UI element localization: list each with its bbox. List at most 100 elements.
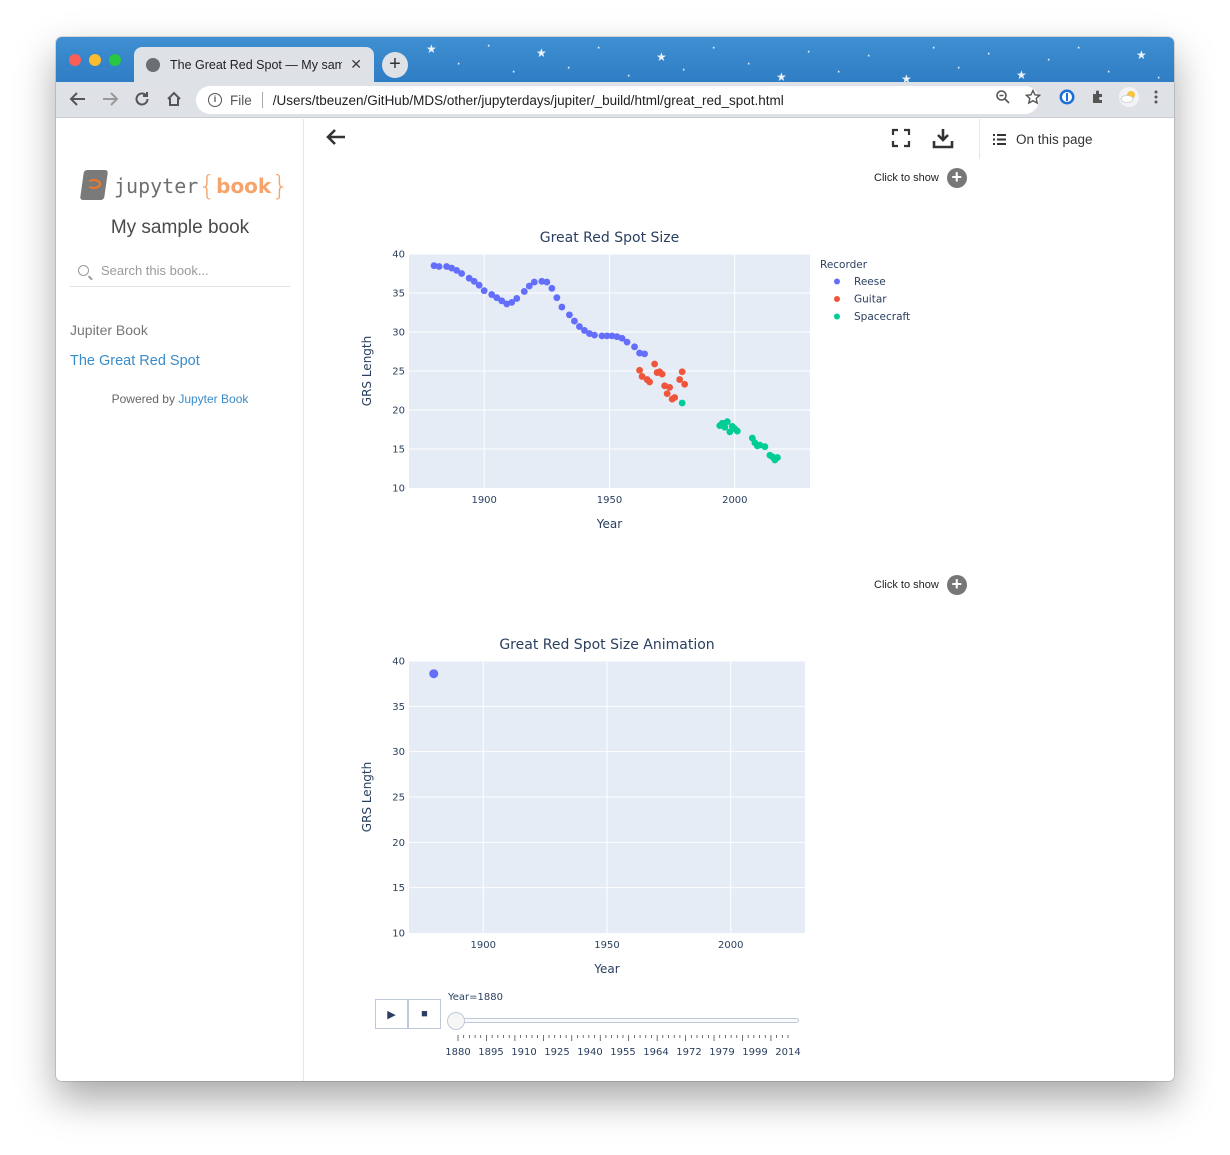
legend-marker[interactable] xyxy=(834,313,840,320)
zoom-window-button[interactable] xyxy=(109,54,121,66)
legend-marker[interactable] xyxy=(834,296,840,302)
year-slider-track[interactable] xyxy=(454,1018,799,1023)
click-to-show-toggle-1[interactable]: Click to show + xyxy=(874,168,967,188)
data-point[interactable] xyxy=(636,349,643,357)
data-point[interactable] xyxy=(430,262,438,270)
legend-entry[interactable]: Spacecraft xyxy=(854,311,910,323)
grs-size-chart[interactable]: Great Red Spot Size 10 15 20 25 30 35 40 1900 195… xyxy=(344,219,964,559)
data-point[interactable] xyxy=(498,297,506,305)
data-point[interactable] xyxy=(631,343,638,351)
data-point[interactable] xyxy=(538,277,546,285)
data-point[interactable] xyxy=(548,284,556,292)
play-button[interactable]: ▶ xyxy=(375,999,408,1029)
jupyter-book-logo[interactable]: jupyter { book } xyxy=(78,169,289,202)
data-point[interactable] xyxy=(638,373,646,380)
data-point[interactable] xyxy=(678,368,686,376)
slider-step-label[interactable]: 1910 xyxy=(511,1047,536,1058)
data-point[interactable] xyxy=(681,380,689,388)
back-arrow-icon[interactable] xyxy=(68,90,88,110)
slider-step-label[interactable]: 2014 xyxy=(775,1047,800,1058)
on-this-page-button[interactable]: On this page xyxy=(979,119,1174,159)
bookmark-star-icon[interactable] xyxy=(1025,89,1041,105)
new-tab-button[interactable]: + xyxy=(382,52,408,78)
password-manager-icon[interactable] xyxy=(1058,88,1076,106)
data-point[interactable] xyxy=(475,281,483,289)
data-point[interactable] xyxy=(581,327,588,334)
search-input[interactable] xyxy=(101,263,281,278)
download-icon[interactable] xyxy=(932,127,954,149)
nav-link-great-red-spot[interactable]: The Great Red Spot xyxy=(70,353,200,369)
zoom-icon[interactable] xyxy=(995,89,1011,105)
data-point[interactable] xyxy=(480,287,488,295)
slider-step-label[interactable]: 1972 xyxy=(676,1047,701,1058)
slider-step-label[interactable]: 1964 xyxy=(643,1047,668,1058)
data-point[interactable] xyxy=(623,338,631,346)
data-point[interactable] xyxy=(651,360,659,368)
data-point[interactable] xyxy=(435,263,443,270)
data-point[interactable] xyxy=(576,323,583,330)
menu-dots-icon[interactable] xyxy=(1153,89,1159,105)
legend-entry[interactable]: Reese xyxy=(854,276,886,288)
data-point[interactable] xyxy=(666,383,674,391)
legend-marker[interactable] xyxy=(834,278,840,285)
data-point[interactable] xyxy=(658,370,666,378)
stop-button[interactable]: ■ xyxy=(408,999,441,1029)
data-point[interactable] xyxy=(678,399,686,407)
data-point[interactable] xyxy=(566,311,573,319)
slider-step-label[interactable]: 1979 xyxy=(709,1047,734,1058)
year-slider-handle[interactable] xyxy=(447,1012,465,1030)
data-point[interactable] xyxy=(646,378,653,386)
slider-step-label[interactable]: 1880 xyxy=(445,1047,470,1058)
data-point[interactable] xyxy=(603,332,611,340)
data-point[interactable] xyxy=(493,294,501,302)
close-window-button[interactable] xyxy=(69,54,81,66)
slider-step-label[interactable]: 1925 xyxy=(544,1047,569,1058)
slider-step-label[interactable]: 1895 xyxy=(478,1047,503,1058)
data-point[interactable] xyxy=(530,278,538,286)
data-point[interactable] xyxy=(663,390,671,398)
data-point[interactable] xyxy=(470,277,478,285)
data-point[interactable] xyxy=(488,291,496,298)
data-point[interactable] xyxy=(458,270,466,277)
data-point[interactable] xyxy=(726,428,734,436)
data-point[interactable] xyxy=(608,332,616,340)
address-bar[interactable]: i File /Users/tbeuzen/GitHub/MDS/other/j… xyxy=(196,86,1039,114)
data-point[interactable] xyxy=(525,282,533,290)
data-point[interactable] xyxy=(733,427,741,435)
home-icon[interactable] xyxy=(164,90,184,110)
data-point[interactable] xyxy=(591,331,598,339)
grs-animation-chart[interactable]: Great Red Spot Size Animation 10 15 20 25 30 3… xyxy=(344,627,964,987)
data-point[interactable] xyxy=(571,317,578,325)
data-point[interactable] xyxy=(671,394,679,401)
data-point[interactable] xyxy=(676,376,684,383)
data-point[interactable] xyxy=(465,274,473,282)
click-to-show-toggle-2[interactable]: Click to show + xyxy=(874,575,967,595)
data-point[interactable] xyxy=(453,266,461,274)
back-arrow-icon[interactable] xyxy=(324,125,348,149)
forward-arrow-icon[interactable] xyxy=(100,90,120,110)
data-point[interactable] xyxy=(774,454,781,461)
slider-step-label[interactable]: 1955 xyxy=(610,1047,635,1058)
data-point[interactable] xyxy=(761,443,769,451)
extensions-icon[interactable] xyxy=(1090,89,1106,105)
data-point[interactable] xyxy=(543,278,551,286)
data-point[interactable] xyxy=(723,418,731,426)
slider-step-label[interactable]: 1940 xyxy=(577,1047,602,1058)
weather-extension-icon[interactable] xyxy=(1118,86,1140,108)
data-point[interactable] xyxy=(598,332,606,340)
powered-link[interactable]: Jupyter Book xyxy=(178,392,249,406)
data-point[interactable] xyxy=(508,298,516,306)
info-icon[interactable]: i xyxy=(208,93,222,107)
browser-tab[interactable]: The Great Red Spot — My sample book ✕ xyxy=(134,47,374,82)
minimize-window-button[interactable] xyxy=(89,54,101,66)
data-point[interactable] xyxy=(618,334,626,342)
slider-step-label[interactable]: 1999 xyxy=(742,1047,767,1058)
close-tab-icon[interactable]: ✕ xyxy=(350,56,362,72)
data-point[interactable] xyxy=(520,288,528,295)
fullscreen-icon[interactable] xyxy=(890,127,912,149)
data-point[interactable] xyxy=(558,303,566,311)
data-point[interactable] xyxy=(636,366,643,374)
search-box[interactable] xyxy=(70,255,290,287)
data-point[interactable] xyxy=(721,423,729,431)
data-point[interactable] xyxy=(641,350,648,358)
